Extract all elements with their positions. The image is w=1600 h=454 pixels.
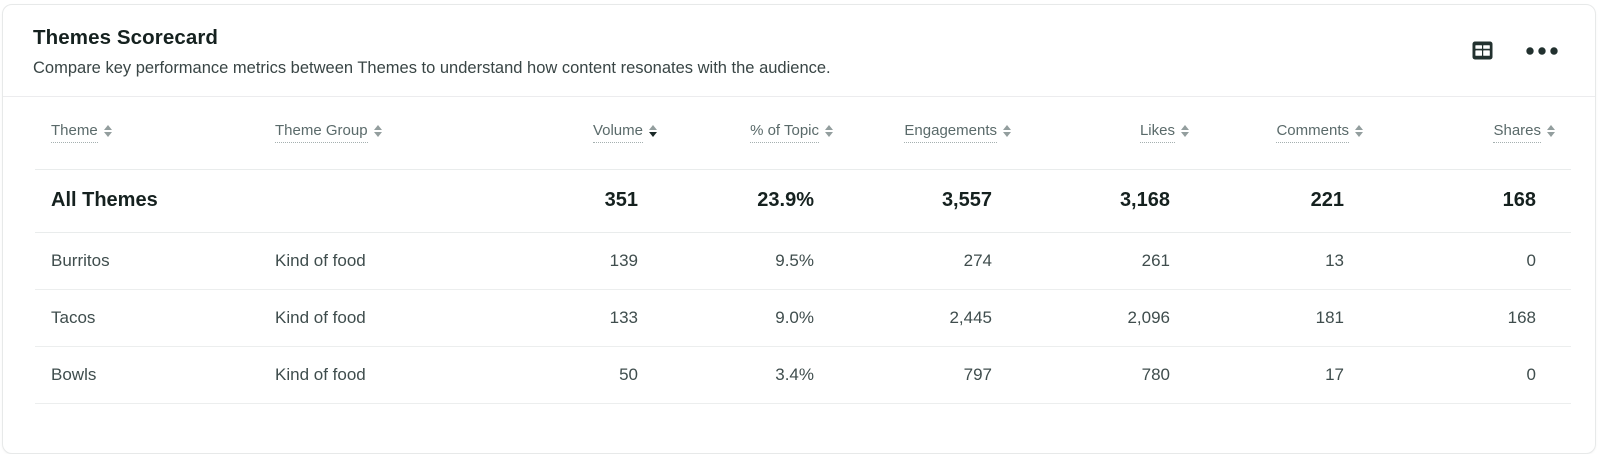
themes-scorecard-card: Themes Scorecard Compare key performance…	[2, 4, 1596, 454]
page-subtitle: Compare key performance metrics between …	[33, 59, 831, 77]
cell-likes: 261	[1027, 232, 1205, 290]
ellipsis-icon	[1526, 46, 1558, 55]
sort-icon	[825, 124, 833, 137]
sort-icon	[649, 124, 657, 137]
cell-volume: 139	[503, 232, 673, 290]
cell-theme-group: Kind of food	[259, 346, 503, 404]
cell-of-topic: 9.5%	[673, 232, 849, 290]
column-label: Comments	[1276, 122, 1349, 144]
sort-icon	[1547, 124, 1555, 137]
cell-theme: Tacos	[35, 289, 259, 347]
cell-shares: 168	[1379, 169, 1571, 233]
column-header-inner: Likes	[1139, 122, 1189, 144]
column-header-likes[interactable]: Likes	[1027, 97, 1205, 170]
column-label: Shares	[1493, 122, 1541, 144]
cell-engagements: 274	[849, 232, 1027, 290]
cell-volume: 133	[503, 289, 673, 347]
column-header-inner: Theme	[51, 122, 112, 144]
table-view-button[interactable]	[1468, 36, 1497, 65]
cell-theme: Bowls	[35, 346, 259, 404]
cell-of-topic: 9.0%	[673, 289, 849, 347]
column-header-inner: Volume	[592, 122, 657, 144]
column-header-comments[interactable]: Comments	[1205, 97, 1379, 170]
page-title: Themes Scorecard	[33, 26, 219, 49]
column-label: Theme	[51, 122, 98, 144]
column-header-theme-group[interactable]: Theme Group	[259, 97, 503, 170]
cell-engagements: 3,557	[849, 169, 1027, 233]
cell-volume: 50	[503, 346, 673, 404]
cell-comments: 181	[1205, 289, 1379, 347]
column-label: Likes	[1139, 122, 1175, 144]
table-row[interactable]: Tacos Kind of food 133 9.0% 2,445 2,096 181 168	[35, 289, 1571, 347]
column-header-inner: Comments	[1276, 122, 1363, 144]
column-header-inner: Shares	[1493, 122, 1555, 144]
column-header-inner: Theme Group	[275, 122, 382, 144]
cell-comments: 17	[1205, 346, 1379, 404]
column-label: Engagements	[904, 122, 997, 144]
cell-comments: 221	[1205, 169, 1379, 233]
sort-icon	[103, 124, 112, 137]
column-label: Volume	[592, 122, 643, 144]
column-header-inner: % of Topic	[750, 122, 833, 144]
table-grid-icon	[1472, 41, 1493, 60]
more-options-button[interactable]	[1523, 44, 1561, 58]
themes-table: Theme Theme Group Volume % of Topic Engageme…	[35, 97, 1571, 404]
cell-engagements: 2,445	[849, 289, 1027, 347]
table-header-row: Theme Theme Group Volume % of Topic Engageme…	[35, 97, 1571, 170]
cell-theme: All Themes	[35, 169, 259, 233]
cell-volume: 351	[503, 169, 673, 233]
sort-icon	[1181, 124, 1189, 137]
header-actions	[1468, 36, 1561, 65]
cell-theme-group: Kind of food	[259, 289, 503, 347]
column-label: % of Topic	[750, 122, 819, 144]
table-row[interactable]: Burritos Kind of food 139 9.5% 274 261 13 0	[35, 232, 1571, 290]
cell-comments: 13	[1205, 232, 1379, 290]
cell-engagements: 797	[849, 346, 1027, 404]
column-header-engagements[interactable]: Engagements	[849, 97, 1027, 170]
cell-likes: 780	[1027, 346, 1205, 404]
table-wrap: Theme Theme Group Volume % of Topic Engageme…	[3, 97, 1595, 404]
header-text: Themes Scorecard Compare key performance…	[33, 24, 831, 79]
cell-theme-group	[259, 169, 503, 233]
column-header-shares[interactable]: Shares	[1379, 97, 1571, 170]
summary-row: All Themes 351 23.9% 3,557 3,168 221 168	[35, 169, 1571, 233]
card-header: Themes Scorecard Compare key performance…	[3, 5, 1595, 97]
column-label: Theme Group	[275, 122, 368, 144]
cell-theme-group: Kind of food	[259, 232, 503, 290]
column-header-of-topic[interactable]: % of Topic	[673, 97, 849, 170]
table-row[interactable]: Bowls Kind of food 50 3.4% 797 780 17 0	[35, 346, 1571, 404]
sort-icon	[373, 124, 382, 137]
sort-icon	[1355, 124, 1363, 137]
cell-shares: 0	[1379, 346, 1571, 404]
cell-shares: 168	[1379, 289, 1571, 347]
cell-likes: 3,168	[1027, 169, 1205, 233]
column-header-inner: Engagements	[904, 122, 1011, 144]
cell-likes: 2,096	[1027, 289, 1205, 347]
sort-icon	[1003, 124, 1011, 137]
cell-of-topic: 23.9%	[673, 169, 849, 233]
cell-of-topic: 3.4%	[673, 346, 849, 404]
column-header-theme[interactable]: Theme	[35, 97, 259, 170]
cell-shares: 0	[1379, 232, 1571, 290]
cell-theme: Burritos	[35, 232, 259, 290]
column-header-volume[interactable]: Volume	[503, 97, 673, 170]
